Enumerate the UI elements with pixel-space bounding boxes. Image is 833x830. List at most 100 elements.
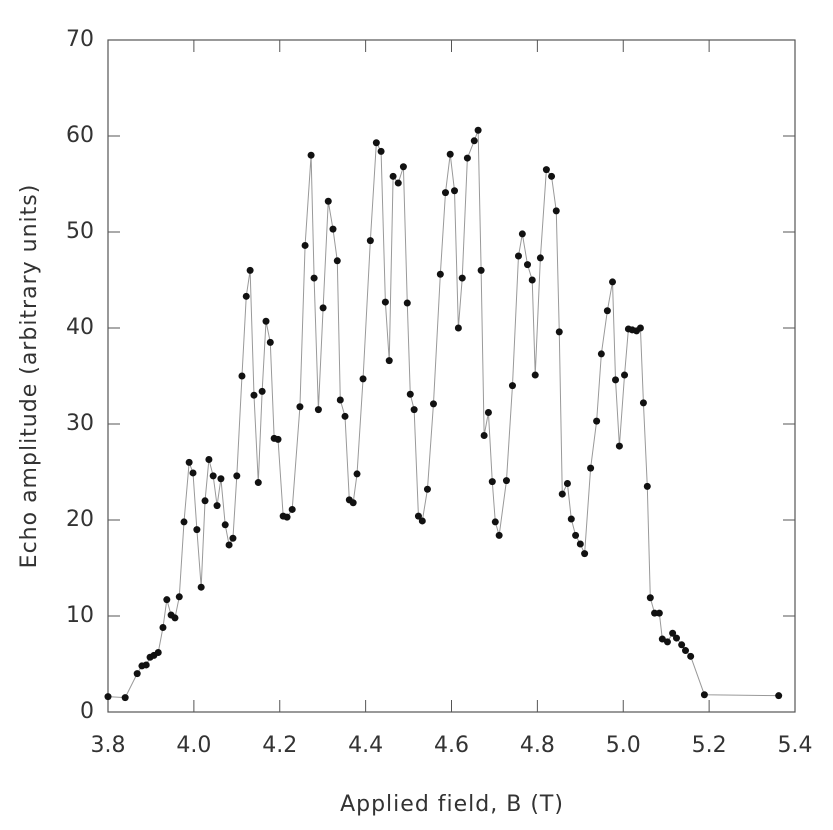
data-point xyxy=(197,583,205,591)
data-point xyxy=(359,375,367,383)
y-tick-label: 70 xyxy=(66,27,94,52)
data-point xyxy=(403,299,411,307)
data-point xyxy=(581,550,589,558)
data-point xyxy=(454,324,462,332)
plot-frame xyxy=(107,39,796,713)
data-point xyxy=(429,400,437,408)
data-point xyxy=(217,475,225,483)
data-point xyxy=(639,399,647,407)
y-axis-title: Echo amplitude (arbitrary units) xyxy=(17,184,42,569)
data-point xyxy=(262,317,270,325)
data-point xyxy=(523,261,531,269)
data-point xyxy=(775,692,783,700)
data-point xyxy=(283,513,291,521)
data-point xyxy=(159,624,167,632)
data-point xyxy=(336,396,344,404)
data-point xyxy=(587,464,595,472)
data-point xyxy=(329,225,337,233)
y-tick-label: 40 xyxy=(66,315,94,340)
data-point xyxy=(609,278,617,286)
data-point xyxy=(451,187,459,195)
data-point xyxy=(621,371,629,379)
data-point xyxy=(175,593,183,601)
data-point xyxy=(307,151,315,159)
data-point xyxy=(246,266,254,274)
y-tick-label: 20 xyxy=(66,507,94,532)
data-point xyxy=(288,505,296,513)
data-point xyxy=(353,470,361,478)
data-point xyxy=(593,417,601,425)
data-point xyxy=(528,276,536,284)
data-point xyxy=(655,609,663,617)
data-point xyxy=(133,670,141,678)
data-point xyxy=(201,497,209,505)
data-point xyxy=(678,641,686,649)
data-point xyxy=(163,596,171,604)
data-point xyxy=(121,694,129,702)
data-point xyxy=(542,166,550,174)
data-point xyxy=(441,189,449,197)
data-point xyxy=(205,456,213,464)
data-point xyxy=(615,442,623,450)
data-point xyxy=(310,274,318,282)
x-tick-label: 5.2 xyxy=(692,733,727,758)
data-point xyxy=(296,403,304,411)
data-point xyxy=(314,406,322,414)
data-point xyxy=(536,254,544,262)
x-tick-label: 4.2 xyxy=(262,733,297,758)
data-point xyxy=(658,635,666,643)
data-point xyxy=(324,197,332,205)
data-point xyxy=(418,517,426,525)
data-point xyxy=(366,237,374,245)
data-point xyxy=(180,518,188,526)
data-point xyxy=(480,432,488,440)
data-point xyxy=(669,629,677,637)
data-point xyxy=(636,324,644,332)
data-point xyxy=(682,647,690,655)
data-point xyxy=(193,526,201,534)
data-point xyxy=(477,266,485,274)
data-point xyxy=(185,458,193,466)
data-point xyxy=(643,482,651,490)
series-line xyxy=(107,130,779,699)
data-point xyxy=(597,350,605,358)
data-point xyxy=(221,521,229,529)
data-point xyxy=(474,126,482,134)
data-point xyxy=(555,328,563,336)
y-tick-label: 50 xyxy=(66,219,94,244)
data-point xyxy=(229,534,237,542)
data-point xyxy=(484,408,492,416)
data-point xyxy=(495,531,503,539)
data-point xyxy=(558,490,566,498)
data-point xyxy=(508,382,516,390)
data-point xyxy=(414,512,422,520)
data-point xyxy=(518,230,526,238)
data-point xyxy=(514,252,522,260)
data-point xyxy=(225,541,233,549)
data-point xyxy=(341,412,349,420)
data-point xyxy=(258,387,266,395)
data-point xyxy=(567,515,575,523)
data-point xyxy=(663,638,671,646)
data-point xyxy=(381,298,389,306)
data-point xyxy=(394,179,402,187)
data-point xyxy=(531,371,539,379)
y-tick-label: 10 xyxy=(66,603,94,628)
x-tick-label: 5.0 xyxy=(606,733,641,758)
data-point xyxy=(548,172,556,180)
data-point xyxy=(436,270,444,278)
data-point xyxy=(646,594,654,602)
data-point xyxy=(319,304,327,312)
data-point xyxy=(377,147,385,155)
data-point xyxy=(700,691,708,699)
x-tick-label: 4.4 xyxy=(348,733,383,758)
data-point xyxy=(576,540,584,548)
data-point xyxy=(209,472,217,480)
data-point xyxy=(242,292,250,300)
data-point xyxy=(254,479,262,487)
data-point xyxy=(250,391,258,399)
data-point xyxy=(189,469,197,477)
data-point xyxy=(446,150,454,158)
x-tick-label: 5.4 xyxy=(778,733,813,758)
